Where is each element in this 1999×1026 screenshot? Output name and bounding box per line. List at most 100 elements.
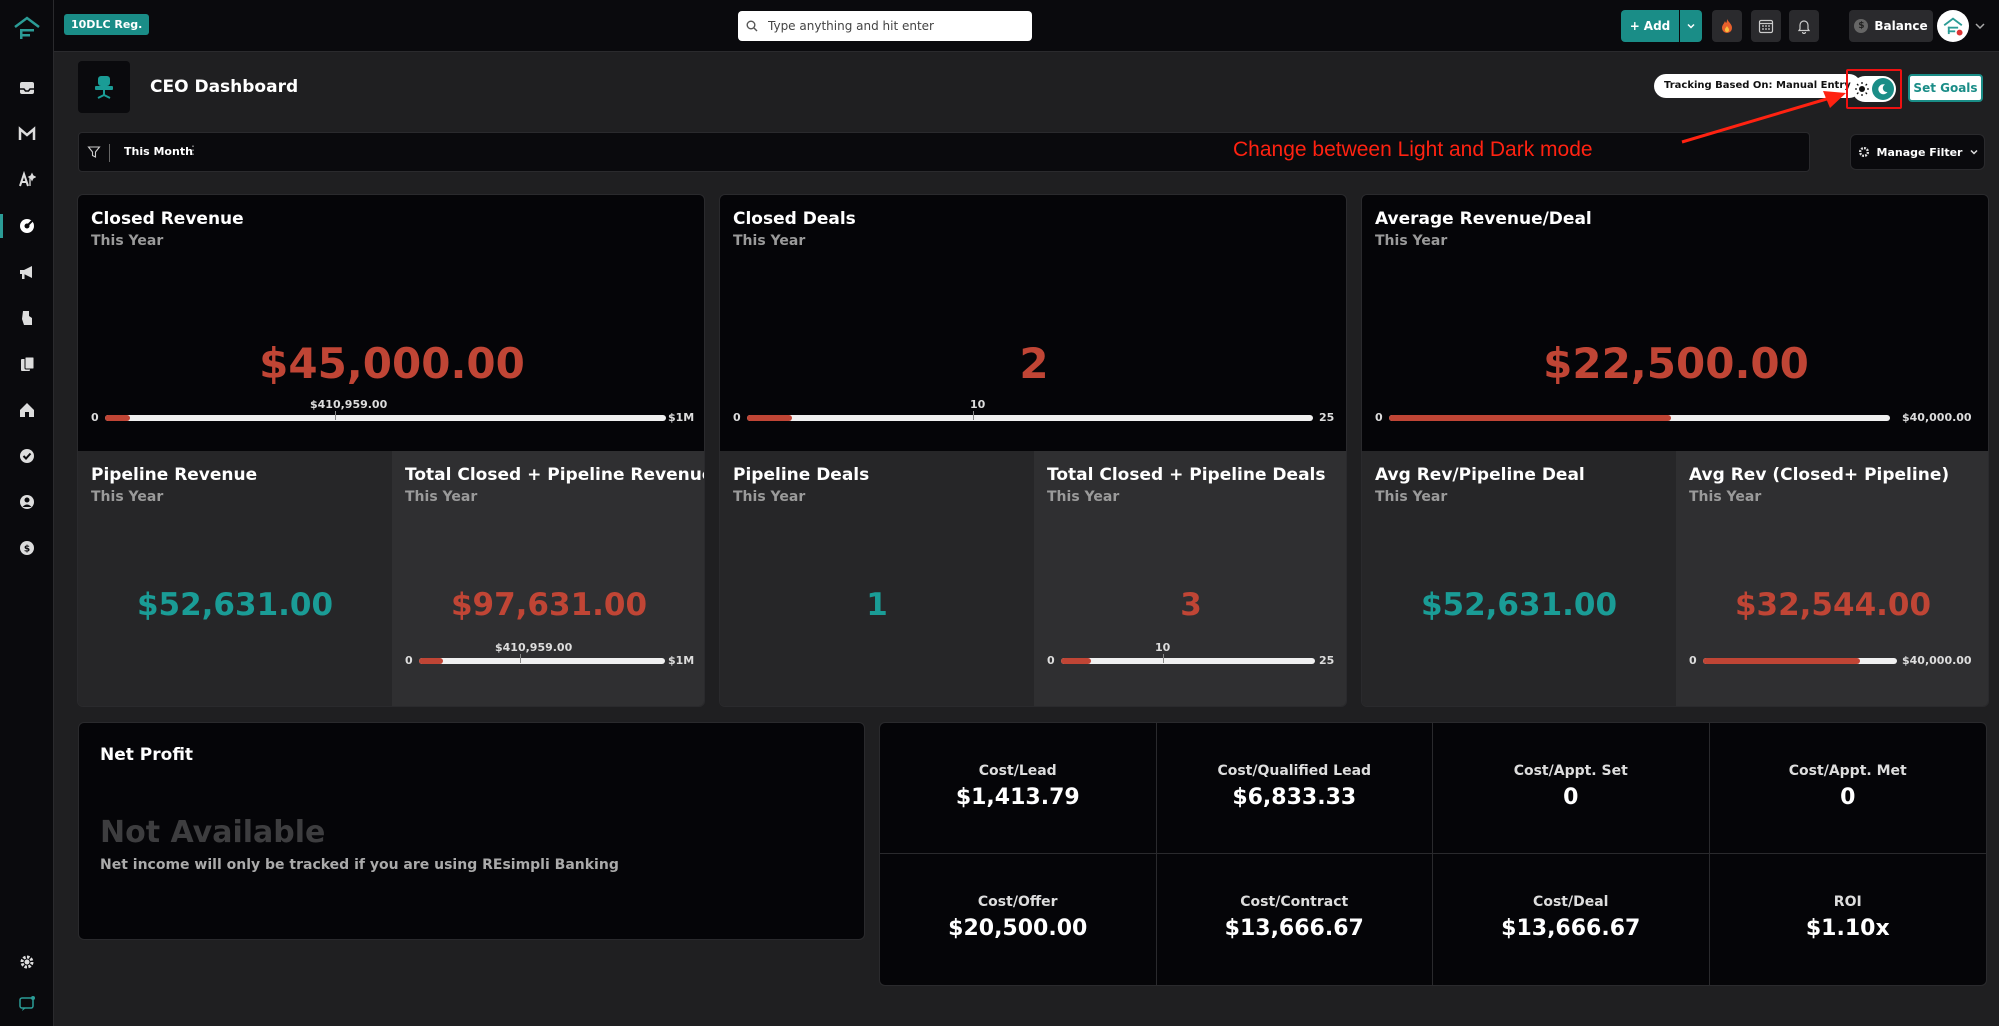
cost-value: $1,413.79 bbox=[955, 785, 1080, 810]
kpi-card-closed-revenue[interactable]: Closed Revenue This Year $45,000.00 $410… bbox=[78, 195, 704, 451]
add-button-label: Add bbox=[1643, 19, 1671, 33]
sidebar-item-finance[interactable]: $ bbox=[0, 528, 54, 568]
kpi-card-avg-rev-closed-pipeline[interactable]: Avg Rev (Closed+ Pipeline) This Year $32… bbox=[1676, 451, 1988, 706]
sidebar-item-contacts[interactable] bbox=[0, 482, 54, 522]
cost-metric-cost-appt-set: Cost/Appt. Set 0 bbox=[1433, 723, 1710, 854]
sidebar-item-marketing[interactable] bbox=[0, 252, 54, 292]
kpi-value: $52,631.00 bbox=[1420, 587, 1618, 623]
cost-metric-cost-lead: Cost/Lead $1,413.79 bbox=[880, 723, 1157, 854]
net-profit-status: Not Available bbox=[100, 815, 326, 850]
goal-marker-label: 10 bbox=[970, 398, 986, 411]
sidebar-item-deals[interactable] bbox=[0, 298, 54, 338]
chevron-down-icon[interactable] bbox=[1974, 20, 1986, 32]
kpi-card-pipeline-revenue[interactable]: Pipeline Revenue This Year $52,631.00 bbox=[78, 451, 392, 706]
fire-icon bbox=[1722, 19, 1732, 33]
cost-value: 0 bbox=[1563, 785, 1579, 810]
sun-icon[interactable] bbox=[1854, 81, 1870, 97]
dashboard-icon bbox=[20, 219, 34, 233]
kpi-card-closed-deals[interactable]: Closed Deals This Year 2 10 0 25 bbox=[720, 195, 1346, 451]
cost-metric-cost-appt-met: Cost/Appt. Met 0 bbox=[1709, 723, 1986, 854]
kpi-card-pipeline-deals[interactable]: Pipeline Deals This Year 1 bbox=[720, 451, 1034, 706]
chat-icon bbox=[19, 996, 35, 1011]
cost-value: $1.10x bbox=[1805, 916, 1890, 941]
kpi-card-average-revenue-deal[interactable]: Average Revenue/Deal This Year $22,500.0… bbox=[1362, 195, 1988, 451]
balance-button[interactable]: $ Balance bbox=[1849, 10, 1933, 42]
kpi-card-total-closed-pipeline-deals[interactable]: Total Closed + Pipeline Deals This Year … bbox=[1034, 451, 1346, 706]
logo-icon[interactable] bbox=[12, 14, 42, 42]
progress-fill bbox=[1061, 658, 1092, 664]
10dlc-registration-badge[interactable]: 10DLC Reg. bbox=[64, 14, 150, 35]
balance-label: Balance bbox=[1874, 19, 1928, 33]
progress-min: 0 bbox=[405, 654, 413, 667]
sidebar-item-documents[interactable] bbox=[0, 344, 54, 384]
goal-marker-label: $410,959.00 bbox=[495, 641, 573, 654]
progress-max: $1M bbox=[668, 411, 695, 424]
kpi-subtitle: This Year bbox=[91, 233, 164, 249]
home-icon bbox=[20, 403, 34, 417]
avatar[interactable] bbox=[1937, 10, 1969, 42]
set-goals-button[interactable]: Set Goals bbox=[1908, 74, 1983, 102]
progress-min: 0 bbox=[1375, 411, 1383, 424]
sidebar: $ bbox=[0, 0, 54, 1026]
global-search[interactable] bbox=[738, 11, 1032, 41]
sidebar-item-mail[interactable] bbox=[0, 114, 54, 154]
sidebar-item-inbox[interactable] bbox=[0, 68, 54, 108]
goal-marker-label: $410,959.00 bbox=[310, 398, 388, 411]
progress-max: $40,000.00 bbox=[1902, 411, 1972, 424]
sidebar-item-tasks[interactable] bbox=[0, 436, 54, 476]
kpi-card-avg-rev-pipeline-deal[interactable]: Avg Rev/Pipeline Deal This Year $52,631.… bbox=[1362, 451, 1676, 706]
add-dropdown-toggle[interactable] bbox=[1680, 10, 1702, 42]
theme-toggle[interactable] bbox=[1852, 76, 1896, 102]
handshake-icon bbox=[22, 311, 32, 325]
kpi-subtitle: This Year bbox=[1689, 489, 1762, 505]
chevron-down-icon bbox=[1687, 23, 1695, 29]
annotation-text: Change between Light and Dark mode bbox=[1233, 138, 1593, 161]
manage-filter-button[interactable]: Manage Filter bbox=[1850, 134, 1985, 170]
kpi-subtitle: This Year bbox=[405, 489, 478, 505]
coin-icon: $ bbox=[1854, 19, 1869, 33]
cost-metric-cost-contract: Cost/Contract $13,666.67 bbox=[1157, 854, 1433, 985]
calendar-button[interactable] bbox=[1751, 10, 1781, 42]
progress-fill bbox=[419, 658, 444, 664]
cost-value: $6,833.33 bbox=[1232, 785, 1357, 810]
megaphone-icon bbox=[20, 266, 32, 279]
moon-icon[interactable] bbox=[1872, 78, 1894, 100]
sidebar-item-support-chat[interactable] bbox=[0, 984, 54, 1024]
kpi-title: Closed Deals bbox=[733, 209, 856, 229]
kpi-value: 2 bbox=[1019, 339, 1049, 388]
add-button[interactable]: + Add bbox=[1621, 10, 1679, 42]
top-bar: 10DLC Reg. +Add $ Balance bbox=[54, 0, 1999, 52]
manage-filter-label: Manage Filter bbox=[1876, 145, 1963, 159]
sidebar-item-settings[interactable] bbox=[0, 942, 54, 982]
cost-label: Cost/Appt. Met bbox=[1788, 763, 1907, 779]
search-input[interactable] bbox=[768, 19, 1008, 33]
progress-max: 25 bbox=[1319, 654, 1335, 667]
kpi-title: Total Closed + Pipeline Revenue bbox=[405, 465, 705, 485]
gmail-icon bbox=[18, 126, 36, 140]
kpi-subtitle: This Year bbox=[1047, 489, 1120, 505]
sidebar-item-ai[interactable] bbox=[0, 160, 54, 200]
kpi-title: Total Closed + Pipeline Deals bbox=[1047, 465, 1326, 485]
sidebar-item-properties[interactable] bbox=[0, 390, 54, 430]
kpi-value: 1 bbox=[866, 587, 888, 623]
more-options-icon[interactable]: ⋮ bbox=[187, 143, 199, 157]
hot-leads-button[interactable] bbox=[1712, 10, 1742, 42]
kpi-value: $97,631.00 bbox=[450, 587, 648, 623]
cost-metric-cost-deal: Cost/Deal $13,666.67 bbox=[1433, 854, 1710, 985]
filter-icon[interactable] bbox=[87, 145, 101, 159]
goal-marker bbox=[519, 654, 521, 663]
cost-value: 0 bbox=[1840, 785, 1856, 810]
kpi-subtitle: This Year bbox=[733, 489, 806, 505]
kpi-title: Pipeline Deals bbox=[733, 465, 870, 485]
cost-label: Cost/Contract bbox=[1240, 894, 1349, 910]
ceo-chair-icon bbox=[78, 61, 130, 113]
kpi-card-total-closed-pipeline-revenue[interactable]: Total Closed + Pipeline Revenue This Yea… bbox=[392, 451, 705, 706]
progress-max: $40,000.00 bbox=[1902, 654, 1972, 667]
calendar-icon bbox=[1758, 19, 1774, 34]
notifications-button[interactable] bbox=[1789, 10, 1819, 42]
progress-min: 0 bbox=[1689, 654, 1697, 667]
sidebar-item-dashboard[interactable] bbox=[0, 206, 54, 246]
date-filter-value[interactable]: This Month bbox=[124, 145, 193, 158]
kpi-value: $45,000.00 bbox=[259, 339, 525, 388]
progress-bar bbox=[1389, 415, 1890, 421]
